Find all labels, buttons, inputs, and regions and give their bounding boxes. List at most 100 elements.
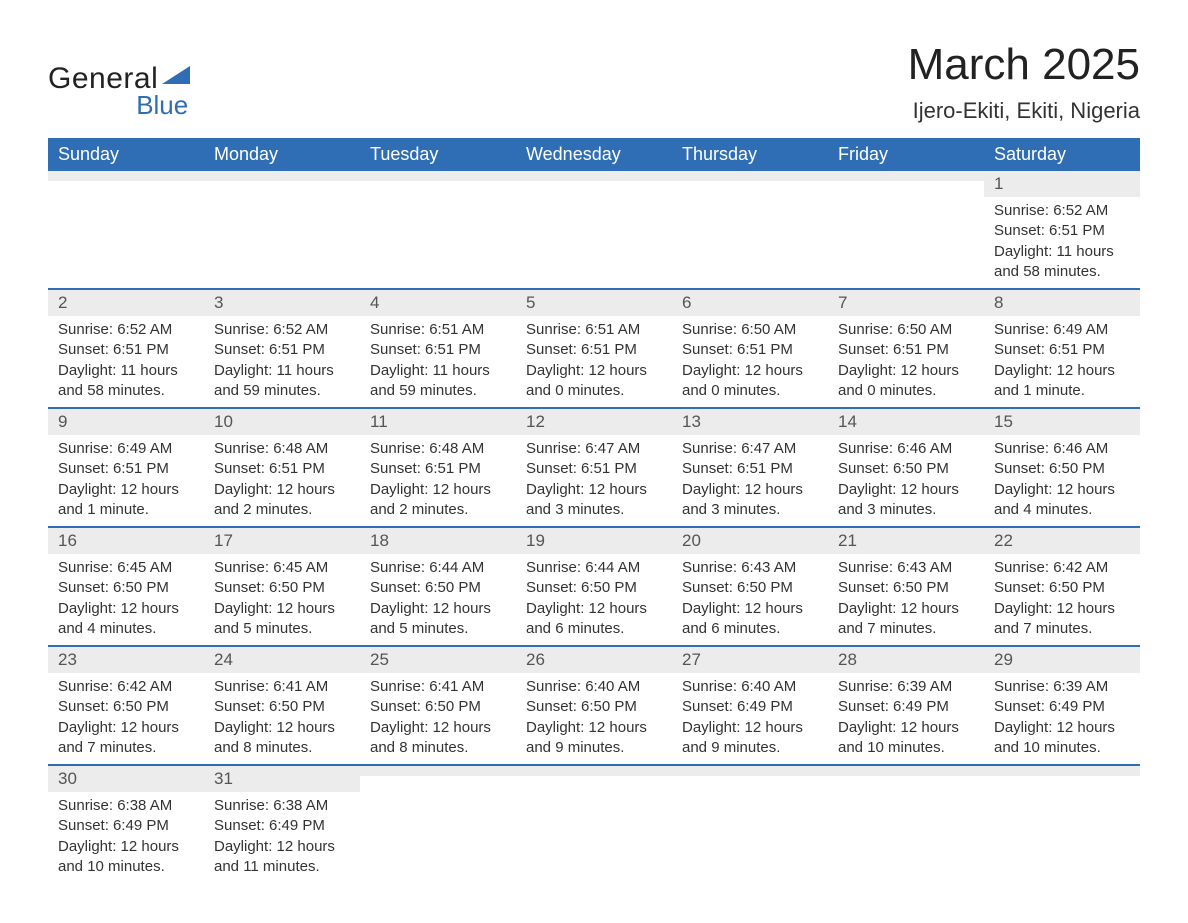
day-detail-line: Sunrise: 6:51 AM (370, 320, 506, 340)
day-detail-line: Sunrise: 6:40 AM (682, 677, 818, 697)
calendar-cell (48, 171, 204, 289)
day-content: Sunrise: 6:42 AMSunset: 6:50 PMDaylight:… (48, 673, 204, 764)
day-content: Sunrise: 6:52 AMSunset: 6:51 PMDaylight:… (984, 197, 1140, 288)
day-detail-line: Sunset: 6:50 PM (214, 697, 350, 717)
day-detail-line: Sunset: 6:50 PM (994, 459, 1130, 479)
day-detail-line: Sunrise: 6:43 AM (838, 558, 974, 578)
calendar-cell: 31Sunrise: 6:38 AMSunset: 6:49 PMDayligh… (204, 765, 360, 883)
day-number: 25 (360, 647, 516, 673)
day-number: 28 (828, 647, 984, 673)
day-number: 2 (48, 290, 204, 316)
day-detail-line: Daylight: 12 hours and 2 minutes. (214, 480, 350, 521)
day-number: 21 (828, 528, 984, 554)
title-block: March 2025 Ijero-Ekiti, Ekiti, Nigeria (908, 40, 1140, 124)
day-detail-line: Sunset: 6:51 PM (994, 340, 1130, 360)
day-detail-line: Sunrise: 6:48 AM (370, 439, 506, 459)
day-content: Sunrise: 6:43 AMSunset: 6:50 PMDaylight:… (672, 554, 828, 645)
day-content: Sunrise: 6:41 AMSunset: 6:50 PMDaylight:… (360, 673, 516, 764)
day-number: 13 (672, 409, 828, 435)
day-detail-line: Daylight: 12 hours and 7 minutes. (838, 599, 974, 640)
day-content: Sunrise: 6:50 AMSunset: 6:51 PMDaylight:… (672, 316, 828, 407)
day-detail-line: Daylight: 12 hours and 8 minutes. (370, 718, 506, 759)
day-header: Wednesday (516, 138, 672, 171)
calendar-cell: 1Sunrise: 6:52 AMSunset: 6:51 PMDaylight… (984, 171, 1140, 289)
day-detail-line: Sunrise: 6:49 AM (58, 439, 194, 459)
day-detail-line: Sunset: 6:50 PM (58, 578, 194, 598)
day-header: Monday (204, 138, 360, 171)
day-content: Sunrise: 6:51 AMSunset: 6:51 PMDaylight:… (516, 316, 672, 407)
day-content: Sunrise: 6:41 AMSunset: 6:50 PMDaylight:… (204, 673, 360, 764)
day-content: Sunrise: 6:40 AMSunset: 6:50 PMDaylight:… (516, 673, 672, 764)
day-header: Tuesday (360, 138, 516, 171)
calendar-cell: 27Sunrise: 6:40 AMSunset: 6:49 PMDayligh… (672, 646, 828, 765)
day-header: Saturday (984, 138, 1140, 171)
day-content: Sunrise: 6:45 AMSunset: 6:50 PMDaylight:… (48, 554, 204, 645)
day-content: Sunrise: 6:44 AMSunset: 6:50 PMDaylight:… (360, 554, 516, 645)
calendar-cell: 12Sunrise: 6:47 AMSunset: 6:51 PMDayligh… (516, 408, 672, 527)
day-number: 16 (48, 528, 204, 554)
day-content: Sunrise: 6:42 AMSunset: 6:50 PMDaylight:… (984, 554, 1140, 645)
calendar-week-row: 2Sunrise: 6:52 AMSunset: 6:51 PMDaylight… (48, 289, 1140, 408)
calendar-cell: 10Sunrise: 6:48 AMSunset: 6:51 PMDayligh… (204, 408, 360, 527)
calendar-cell: 2Sunrise: 6:52 AMSunset: 6:51 PMDaylight… (48, 289, 204, 408)
calendar-cell (672, 765, 828, 883)
day-detail-line: Daylight: 12 hours and 0 minutes. (526, 361, 662, 402)
calendar-cell: 13Sunrise: 6:47 AMSunset: 6:51 PMDayligh… (672, 408, 828, 527)
calendar-cell (360, 765, 516, 883)
day-detail-line: Sunrise: 6:40 AM (526, 677, 662, 697)
day-detail-line: Sunset: 6:50 PM (58, 697, 194, 717)
day-header: Sunday (48, 138, 204, 171)
day-content: Sunrise: 6:40 AMSunset: 6:49 PMDaylight:… (672, 673, 828, 764)
day-detail-line: Sunrise: 6:42 AM (58, 677, 194, 697)
day-detail-line: Sunset: 6:51 PM (682, 340, 818, 360)
day-number: 3 (204, 290, 360, 316)
day-number (828, 171, 984, 181)
calendar-cell (984, 765, 1140, 883)
day-number (516, 171, 672, 181)
calendar-cell (360, 171, 516, 289)
day-detail-line: Sunrise: 6:49 AM (994, 320, 1130, 340)
calendar-cell: 16Sunrise: 6:45 AMSunset: 6:50 PMDayligh… (48, 527, 204, 646)
day-detail-line: Daylight: 12 hours and 6 minutes. (526, 599, 662, 640)
calendar-cell: 11Sunrise: 6:48 AMSunset: 6:51 PMDayligh… (360, 408, 516, 527)
header-row: General Blue March 2025 Ijero-Ekiti, Eki… (48, 40, 1140, 124)
day-content: Sunrise: 6:46 AMSunset: 6:50 PMDaylight:… (984, 435, 1140, 526)
day-content: Sunrise: 6:47 AMSunset: 6:51 PMDaylight:… (672, 435, 828, 526)
day-content (516, 181, 672, 253)
calendar-cell: 15Sunrise: 6:46 AMSunset: 6:50 PMDayligh… (984, 408, 1140, 527)
day-detail-line: Sunrise: 6:44 AM (370, 558, 506, 578)
day-content: Sunrise: 6:48 AMSunset: 6:51 PMDaylight:… (204, 435, 360, 526)
day-detail-line: Daylight: 12 hours and 1 minute. (994, 361, 1130, 402)
calendar-cell (828, 171, 984, 289)
day-number (672, 766, 828, 776)
day-detail-line: Daylight: 11 hours and 59 minutes. (370, 361, 506, 402)
calendar-cell: 4Sunrise: 6:51 AMSunset: 6:51 PMDaylight… (360, 289, 516, 408)
day-detail-line: Sunrise: 6:47 AM (682, 439, 818, 459)
calendar-week-row: 23Sunrise: 6:42 AMSunset: 6:50 PMDayligh… (48, 646, 1140, 765)
day-detail-line: Sunrise: 6:52 AM (214, 320, 350, 340)
day-number (360, 171, 516, 181)
day-detail-line: Daylight: 12 hours and 2 minutes. (370, 480, 506, 521)
day-detail-line: Sunrise: 6:39 AM (994, 677, 1130, 697)
day-detail-line: Sunset: 6:49 PM (994, 697, 1130, 717)
month-title: March 2025 (908, 40, 1140, 90)
calendar-cell (204, 171, 360, 289)
calendar-cell (672, 171, 828, 289)
day-detail-line: Daylight: 12 hours and 4 minutes. (58, 599, 194, 640)
day-detail-line: Daylight: 12 hours and 10 minutes. (994, 718, 1130, 759)
day-detail-line: Sunrise: 6:46 AM (994, 439, 1130, 459)
day-content: Sunrise: 6:45 AMSunset: 6:50 PMDaylight:… (204, 554, 360, 645)
day-detail-line: Sunset: 6:51 PM (58, 459, 194, 479)
calendar-cell: 14Sunrise: 6:46 AMSunset: 6:50 PMDayligh… (828, 408, 984, 527)
day-number: 8 (984, 290, 1140, 316)
location-text: Ijero-Ekiti, Ekiti, Nigeria (908, 98, 1140, 124)
day-detail-line: Sunset: 6:50 PM (526, 578, 662, 598)
day-detail-line: Sunset: 6:51 PM (214, 459, 350, 479)
day-detail-line: Daylight: 12 hours and 4 minutes. (994, 480, 1130, 521)
day-number: 17 (204, 528, 360, 554)
day-detail-line: Sunrise: 6:52 AM (994, 201, 1130, 221)
day-number: 29 (984, 647, 1140, 673)
calendar-table: SundayMondayTuesdayWednesdayThursdayFrid… (48, 138, 1140, 883)
day-detail-line: Sunset: 6:51 PM (58, 340, 194, 360)
day-detail-line: Sunset: 6:50 PM (838, 578, 974, 598)
